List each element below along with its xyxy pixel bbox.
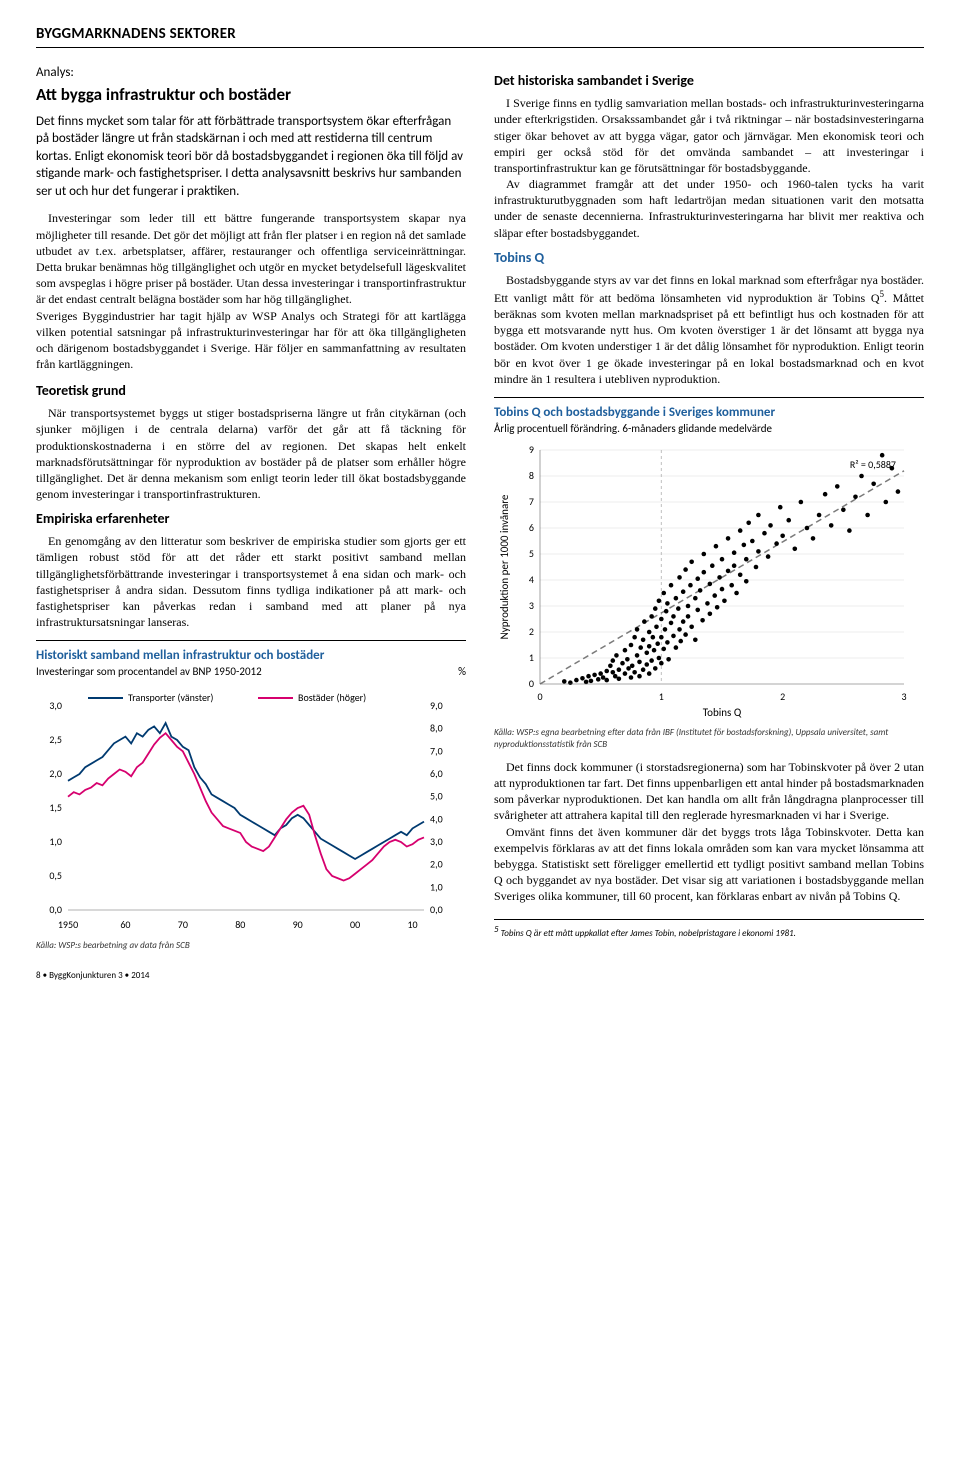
right-column: Det historiska sambandet i Sverige I Sve… [494, 64, 924, 952]
svg-text:3,0: 3,0 [49, 699, 62, 712]
p1: Investeringar som leder till ett bättre … [36, 210, 466, 307]
scatter-chart-source: Källa: WSP:s egna bearbetning efter data… [494, 727, 924, 751]
intro-para: Det finns mycket som talar för att förbä… [36, 113, 466, 201]
svg-text:80: 80 [235, 918, 245, 931]
two-column-layout: Analys: Att bygga infrastruktur och bost… [36, 64, 924, 952]
svg-text:R² = 0,5887: R² = 0,5887 [850, 458, 896, 471]
footnote: 5 Tobins Q är ett mått uppkallat efter J… [494, 919, 924, 940]
line-chart-svg: Transporter (vänster) Bostäder (höger) 0,0… [36, 684, 456, 934]
svg-text:6,0: 6,0 [430, 767, 443, 780]
svg-text:5: 5 [529, 547, 534, 560]
svg-text:6: 6 [529, 521, 534, 534]
footnote-text: Tobins Q är ett mått uppkallat efter Jam… [499, 928, 796, 939]
svg-text:0,5: 0,5 [49, 869, 62, 882]
svg-text:Bostäder (höger): Bostäder (höger) [298, 691, 366, 704]
scatter-chart-title: Tobins Q och bostadsbyggande i Sveriges … [494, 397, 924, 422]
svg-text:3: 3 [901, 690, 906, 703]
scatter-chart-svg: 0 1 2 3 4 5 6 7 8 9 0 1 2 3 Tobins Q Nyproduktion per 1… [494, 440, 914, 720]
svg-text:0: 0 [537, 690, 542, 703]
svg-text:90: 90 [293, 918, 303, 931]
line-chart-source: Källa: WSP:s bearbetning av data från SC… [36, 940, 466, 952]
line-chart: Transporter (vänster) Bostäder (höger) 0,0… [36, 684, 466, 938]
svg-text:3: 3 [529, 599, 534, 612]
page-footer: 8 • ByggKonjunkturen 3 • 2014 [36, 970, 924, 982]
rp5: Omvänt finns det även kommuner där det b… [494, 824, 924, 905]
sub-historiska: Det historiska sambandet i Sverige [494, 72, 924, 91]
svg-text:5,0: 5,0 [430, 789, 443, 802]
svg-text:Transporter (vänster): Transporter (vänster) [128, 691, 213, 704]
rp4: Det finns dock kommuner (i storstadsregi… [494, 759, 924, 824]
left-column: Analys: Att bygga infrastruktur och bost… [36, 64, 466, 952]
svg-text:2,0: 2,0 [49, 767, 62, 780]
rp3b: . Måttet beräknas som kvoten mellan mark… [494, 291, 924, 386]
scatter-chart: 0 1 2 3 4 5 6 7 8 9 0 1 2 3 Tobins Q Nyproduktion per 1… [494, 440, 924, 724]
sub-empiriska: Empiriska erfarenheter [36, 510, 466, 529]
svg-text:1: 1 [659, 690, 664, 703]
p4: En genomgång av den litteratur som beskr… [36, 533, 466, 630]
svg-text:10: 10 [407, 918, 417, 931]
scatter-chart-sub: Årlig procentuell förändring. 6-månaders… [494, 422, 924, 437]
svg-text:00: 00 [350, 918, 360, 931]
svg-text:2: 2 [529, 625, 534, 638]
pct-label: % [458, 665, 466, 680]
rp3: Bostadsbyggande styrs av var det finns e… [494, 272, 924, 387]
sub-tobins: Tobins Q [494, 249, 924, 268]
svg-text:1,0: 1,0 [430, 880, 443, 893]
svg-text:60: 60 [120, 918, 130, 931]
svg-text:4,0: 4,0 [430, 812, 443, 825]
svg-text:1,5: 1,5 [49, 801, 62, 814]
svg-text:70: 70 [178, 918, 188, 931]
sub-teoretisk: Teoretisk grund [36, 382, 466, 401]
p3: När transportsystemet byggs ut stiger bo… [36, 405, 466, 502]
svg-text:8,0: 8,0 [430, 721, 443, 734]
svg-text:2,5: 2,5 [49, 733, 62, 746]
svg-text:Tobins Q: Tobins Q [703, 706, 742, 719]
section-header: BYGGMARKNADENS SEKTORER [36, 24, 924, 48]
svg-text:1: 1 [529, 651, 534, 664]
svg-text:1,0: 1,0 [49, 835, 62, 848]
svg-text:4: 4 [529, 573, 534, 586]
svg-text:0: 0 [529, 677, 534, 690]
svg-text:2: 2 [780, 690, 785, 703]
svg-text:3,0: 3,0 [430, 835, 443, 848]
rp3a: Bostadsbyggande styrs av var det finns e… [494, 273, 924, 305]
svg-text:0,0: 0,0 [49, 903, 62, 916]
p2: Sveriges Byggindustrier har tagit hjälp … [36, 308, 466, 373]
line-chart-sub-text: Investeringar som procentandel av BNP 19… [36, 665, 262, 678]
svg-text:2,0: 2,0 [430, 857, 443, 870]
svg-text:0,0: 0,0 [430, 903, 443, 916]
line-chart-sub: Investeringar som procentandel av BNP 19… [36, 665, 466, 680]
svg-text:1950: 1950 [58, 918, 78, 931]
svg-text:7,0: 7,0 [430, 744, 443, 757]
rp1: I Sverige finns en tydlig samvariation m… [494, 95, 924, 176]
line-chart-title: Historiskt samband mellan infrastruktur … [36, 640, 466, 665]
svg-text:7: 7 [529, 495, 534, 508]
article-title: Att bygga infrastruktur och bostäder [36, 84, 466, 107]
rp2: Av diagrammet framgår att det under 1950… [494, 176, 924, 241]
svg-text:8: 8 [529, 469, 534, 482]
svg-text:9: 9 [529, 443, 534, 456]
analys-label: Analys: [36, 64, 466, 82]
svg-text:Nyproduktion per 1000 invånare: Nyproduktion per 1000 invånare [498, 495, 511, 640]
svg-text:9,0: 9,0 [430, 699, 443, 712]
